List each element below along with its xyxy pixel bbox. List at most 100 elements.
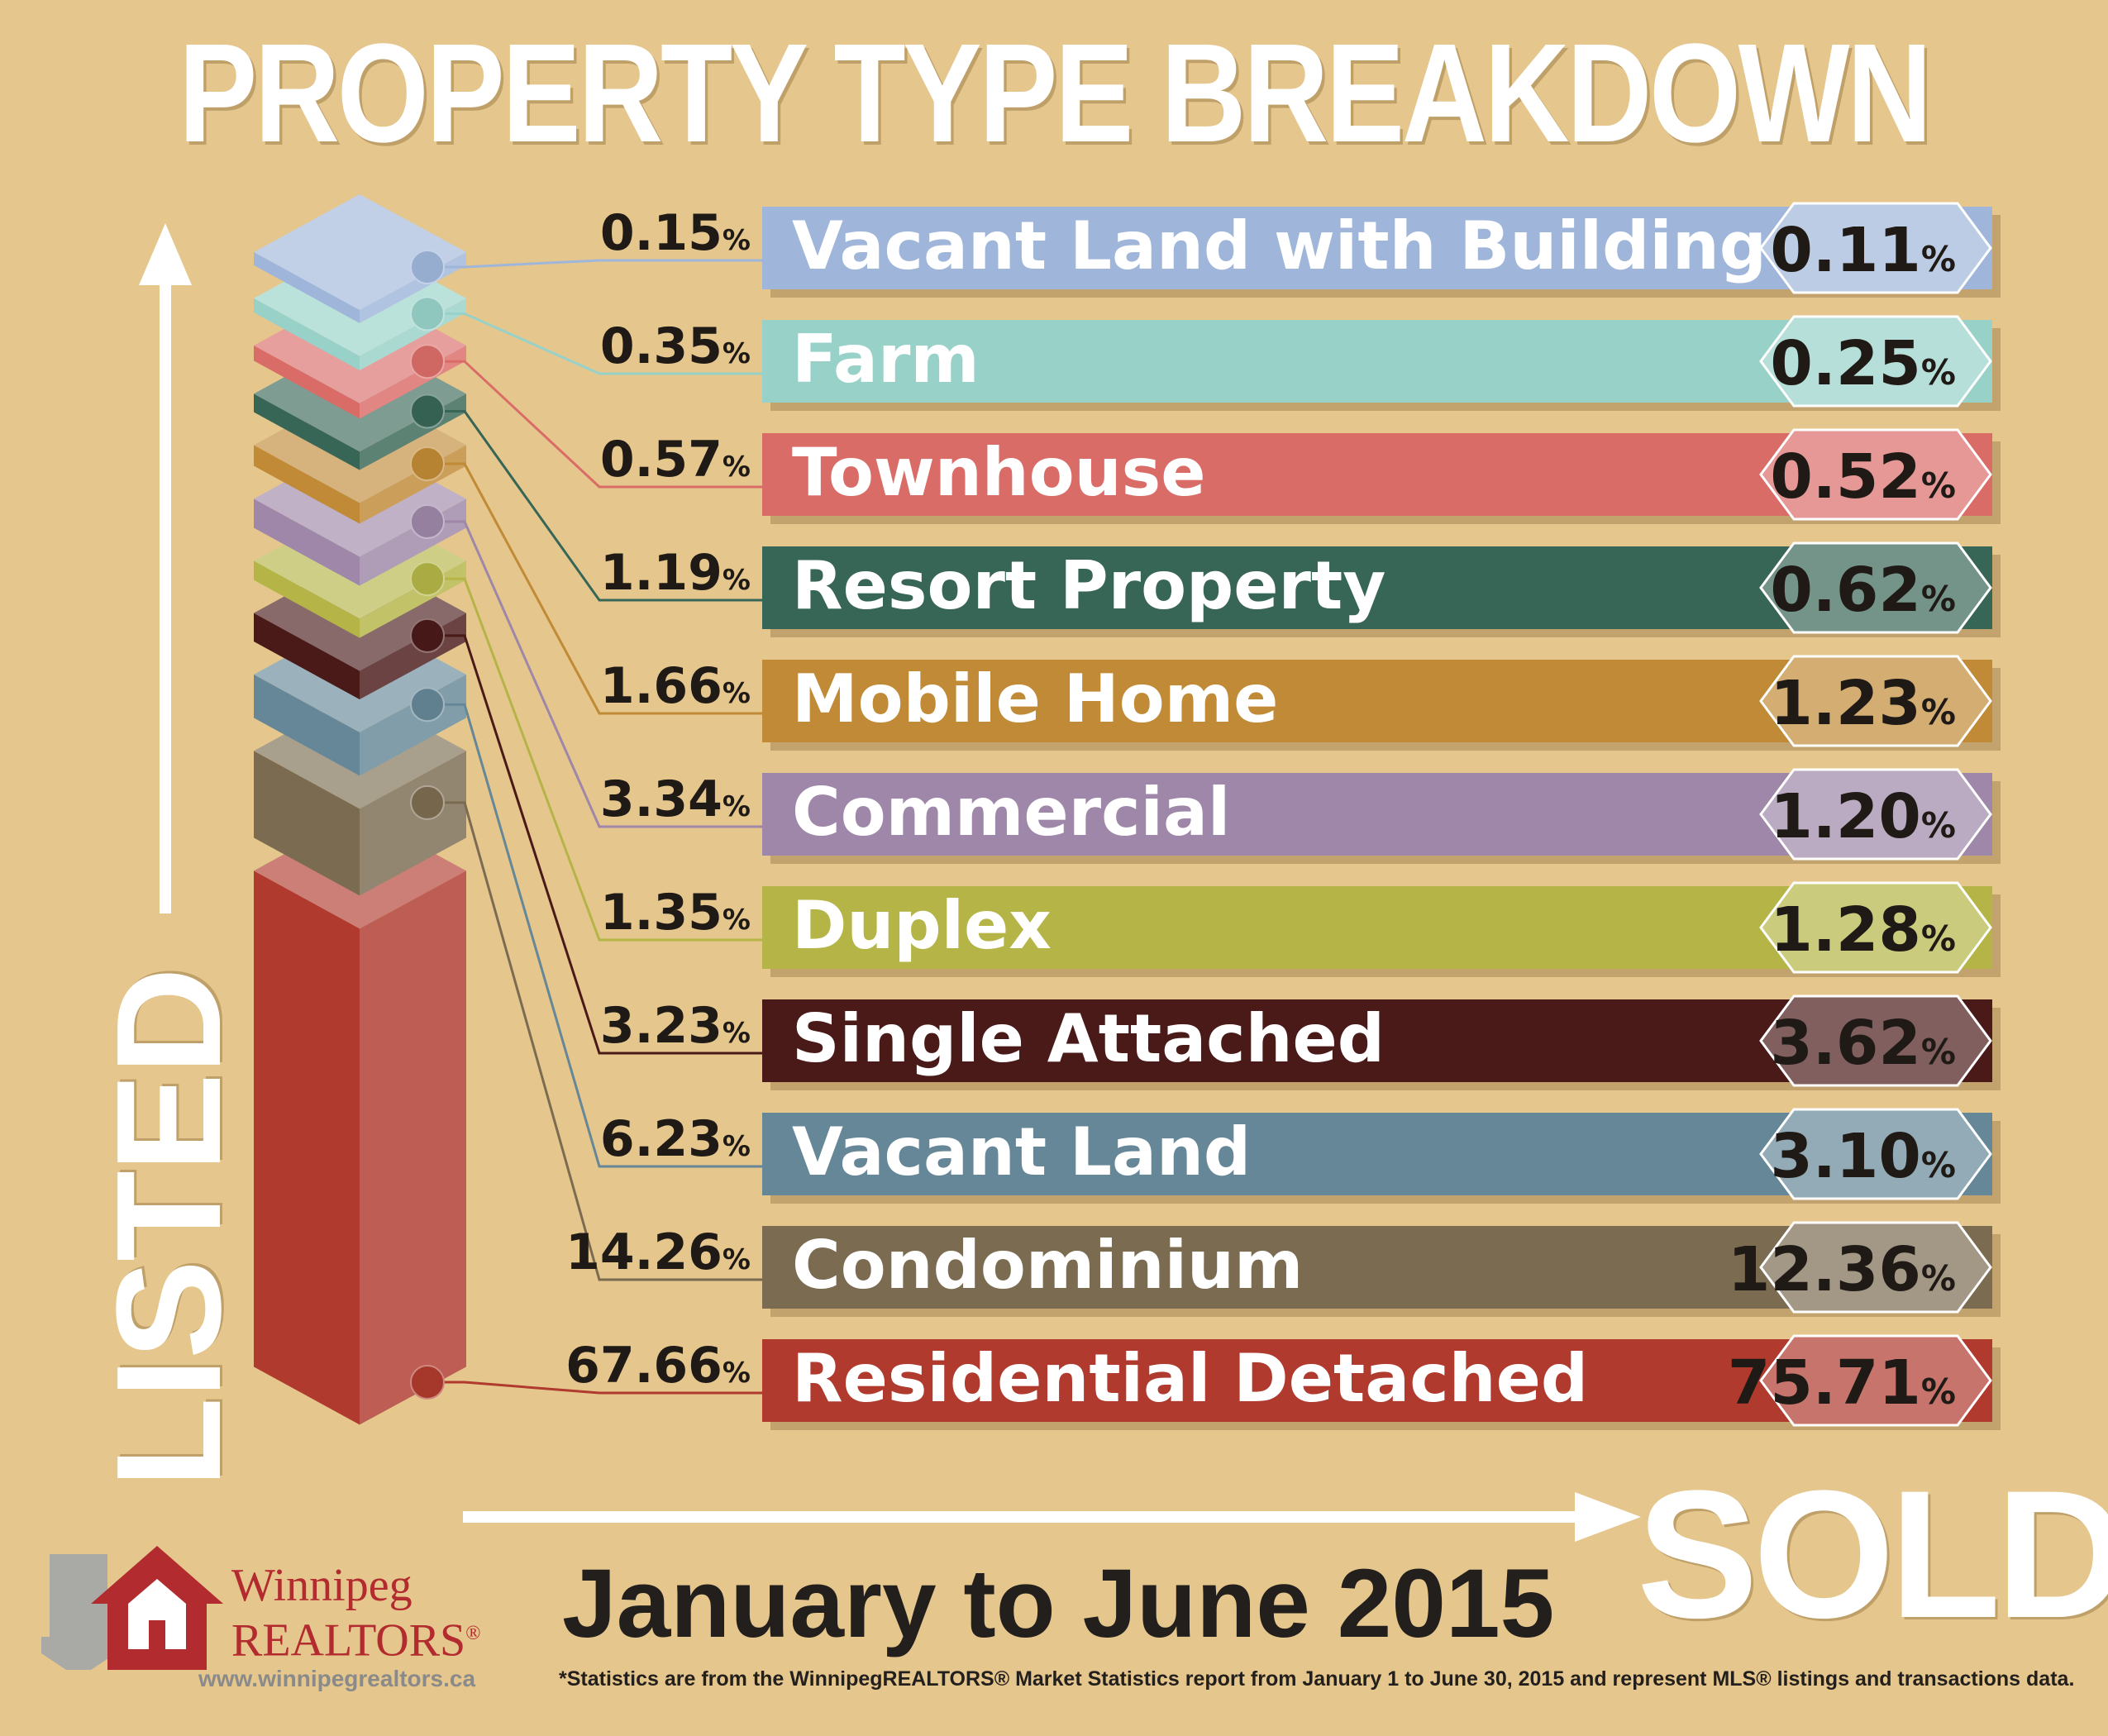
connector-line [427, 634, 762, 1055]
sold-value-percent: % [1921, 465, 1956, 506]
stack-block-right [360, 751, 466, 896]
logo-url: www.winnipegrealtors.ca [198, 1666, 476, 1691]
connector-dot [410, 618, 445, 653]
house-arrow-icon [41, 1546, 223, 1670]
listed-value-percent: % [723, 1357, 751, 1390]
connector-dot [410, 344, 445, 379]
listed-value-number: 1.19 [600, 544, 723, 602]
stack-block-left [254, 498, 360, 586]
listed-value-number: 0.35 [600, 317, 723, 375]
listed-value: 3.34% [600, 770, 751, 828]
sold-value-number: 0.25 [1770, 328, 1921, 399]
chart-axes [139, 223, 1641, 1542]
sold-value-number: 1.23 [1770, 668, 1921, 739]
sold-badge [1759, 1221, 1992, 1314]
listed-value-percent: % [723, 677, 751, 710]
sold-value-percent: % [1921, 239, 1956, 279]
logo-sub: REALTORS® [231, 1610, 480, 1664]
stack-block-left [254, 870, 360, 1425]
property-row: Farm 0.25%0.35% [600, 315, 2001, 411]
row-label: Resort Property [792, 547, 1385, 624]
stack-block-top [254, 194, 466, 310]
sold-rows: Vacant Land with Building 0.11%0.15% Farm 0… [565, 202, 2001, 1430]
listed-value-number: 0.15 [600, 204, 723, 262]
listed-value: 14.26% [565, 1223, 751, 1281]
stack-block-right [360, 870, 466, 1425]
row-label: Condominium [792, 1227, 1303, 1304]
connector-line [427, 462, 762, 715]
sold-badge [1759, 202, 1992, 294]
stack-block-left [254, 346, 360, 419]
sold-value: 1.28% [1770, 894, 1956, 966]
sold-value-percent: % [1921, 1258, 1956, 1299]
property-row: Vacant Land with Building 0.11%0.15% [600, 202, 2001, 298]
sold-value-number: 3.10 [1770, 1121, 1921, 1192]
sold-value-number: 0.62 [1770, 555, 1921, 626]
stack-block [254, 813, 466, 1425]
listed-value: 1.19% [600, 544, 751, 602]
listed-value-number: 3.23 [600, 997, 723, 1055]
stack-block-left [254, 393, 360, 470]
listed-value: 3.23% [600, 997, 751, 1055]
connector-dot [410, 393, 445, 429]
connector-dot [410, 1365, 445, 1400]
listed-value-number: 1.66 [600, 657, 723, 715]
listed-value-percent: % [723, 451, 751, 484]
property-row: Duplex 1.28%1.35% [600, 881, 2001, 977]
connector-lines [410, 249, 762, 1400]
connector-line [427, 259, 762, 269]
sold-value-percent: % [1921, 1145, 1956, 1185]
sold-badge [1759, 655, 1992, 747]
listed-value-percent: % [723, 564, 751, 597]
sold-value-percent: % [1921, 918, 1956, 959]
row-label: Townhouse [792, 434, 1206, 511]
listed-value-percent: % [723, 1243, 751, 1276]
sold-value-number: 1.28 [1770, 894, 1921, 966]
listed-value-percent: % [723, 337, 751, 370]
row-label: Commercial [792, 774, 1230, 851]
sold-value: 12.36% [1728, 1234, 1956, 1305]
listed-value-percent: % [723, 1130, 751, 1163]
sold-badge [1759, 315, 1992, 408]
footnote: *Statistics are from the WinnipegREALTOR… [559, 1667, 2075, 1691]
connector-line [427, 520, 762, 828]
connector-line [427, 577, 762, 942]
connector-line [427, 703, 762, 1168]
listed-value-percent: % [723, 904, 751, 937]
property-row: Condominium 12.36%14.26% [565, 1221, 2001, 1317]
sold-badge [1759, 768, 1992, 861]
sold-value-percent: % [1921, 352, 1956, 393]
sold-badge [1759, 881, 1992, 974]
sold-value-number: 12.36 [1728, 1234, 1921, 1305]
property-row: Resort Property 0.62%1.19% [600, 541, 2001, 637]
listed-value-percent: % [723, 790, 751, 823]
sold-value: 3.10% [1770, 1121, 1956, 1192]
connector-dot [410, 249, 445, 284]
stack-block-left [254, 298, 360, 370]
property-row: Townhouse 0.52%0.57% [600, 428, 2001, 524]
listed-value-number: 67.66 [565, 1337, 723, 1395]
sold-badge [1759, 1108, 1992, 1200]
listed-value: 1.66% [600, 657, 751, 715]
stack-block-left [254, 613, 360, 700]
sold-value: 0.52% [1770, 441, 1956, 513]
sold-value: 1.23% [1770, 668, 1956, 739]
sold-value-percent: % [1921, 579, 1956, 619]
sold-value-number: 75.71 [1728, 1347, 1921, 1419]
sold-value-percent: % [1921, 805, 1956, 846]
listed-value: 0.35% [600, 317, 751, 375]
listed-value-percent: % [723, 224, 751, 257]
connector-dot [410, 296, 445, 331]
sold-value-percent: % [1921, 1032, 1956, 1072]
sold-value-number: 3.62 [1770, 1008, 1921, 1079]
row-label: Duplex [792, 887, 1052, 964]
sold-value-number: 0.52 [1770, 441, 1921, 513]
connector-dot [410, 561, 445, 597]
listed-value: 67.66% [565, 1337, 751, 1395]
sold-value: 3.62% [1770, 1008, 1956, 1079]
sold-badge [1759, 428, 1992, 521]
sold-badge [1759, 541, 1992, 634]
listed-value-percent: % [723, 1017, 751, 1050]
sold-badge [1759, 1334, 1992, 1427]
